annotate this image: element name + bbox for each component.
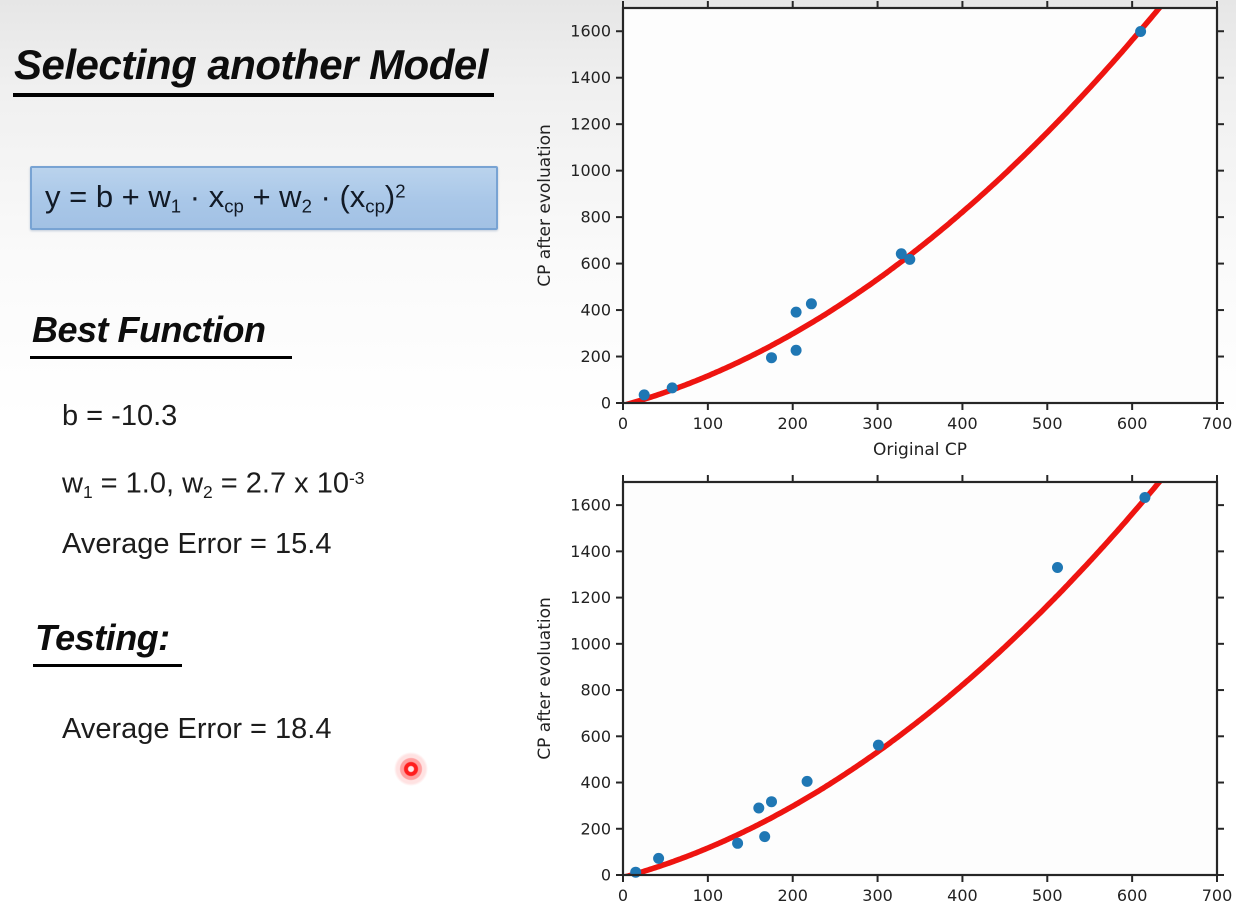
fit-curve	[623, 8, 1163, 403]
svg-text:200: 200	[580, 347, 611, 366]
axes-ticks	[616, 1, 1224, 410]
tick-labels: 0 100 200 300 400 500 600 700 0 200 400 600 800 1000 1…	[570, 22, 1232, 433]
svg-text:800: 800	[580, 681, 611, 700]
svg-text:600: 600	[580, 254, 611, 273]
svg-text:0: 0	[601, 394, 611, 413]
svg-text:200: 200	[777, 414, 808, 433]
svg-text:500: 500	[1032, 886, 1063, 905]
svg-text:600: 600	[580, 727, 611, 746]
laser-pointer-dot	[392, 750, 430, 788]
model-formula-box: y = b + w1 · xcp + w2 · (xcp)2	[30, 166, 498, 230]
svg-text:600: 600	[1117, 414, 1148, 433]
x-axis-label: Original CP	[873, 440, 967, 460]
weights-value: w1 = 1.0, w2 = 2.7 x 10-3	[62, 467, 365, 502]
svg-text:1600: 1600	[570, 22, 611, 41]
best-function-heading: Best Function	[30, 310, 292, 359]
svg-text:400: 400	[580, 301, 611, 320]
svg-text:1200: 1200	[570, 115, 611, 134]
data-points	[638, 26, 1147, 401]
svg-text:1000: 1000	[570, 161, 611, 180]
svg-text:500: 500	[1032, 414, 1063, 433]
svg-text:700: 700	[1202, 414, 1233, 433]
svg-text:1000: 1000	[570, 634, 611, 653]
svg-text:400: 400	[580, 773, 611, 792]
y-axis-label: CP after evoluation	[535, 597, 555, 760]
testing-average-error: Average Error = 18.4	[62, 713, 332, 745]
svg-text:300: 300	[862, 414, 893, 433]
cp-scatter-bottom-chart: 0 100 200 300 400 500 600 700 0 200 400 600 800 1000 1…	[535, 475, 1232, 905]
svg-text:1400: 1400	[570, 68, 611, 87]
training-average-error: Average Error = 15.4	[62, 528, 332, 560]
testing-heading: Testing:	[33, 618, 182, 667]
svg-text:300: 300	[862, 886, 893, 905]
axes-ticks	[616, 475, 1224, 882]
svg-text:200: 200	[777, 886, 808, 905]
slide-title: Selecting another Model	[13, 42, 494, 97]
model-formula: y = b + w1 · xcp + w2 · (xcp)2	[45, 178, 406, 217]
svg-text:400: 400	[947, 886, 978, 905]
svg-text:0: 0	[618, 414, 628, 433]
svg-text:600: 600	[1117, 886, 1148, 905]
tick-labels: 0 100 200 300 400 500 600 700 0 200 400 600 800 1000 1…	[570, 496, 1232, 905]
svg-text:1600: 1600	[570, 496, 611, 515]
y-axis-label: CP after evoluation	[535, 124, 555, 287]
cp-scatter-top-chart: 0 100 200 300 400 500 600 700 0 200 400 600 800 1000 1…	[535, 1, 1232, 460]
svg-text:700: 700	[1202, 886, 1233, 905]
svg-text:1400: 1400	[570, 542, 611, 561]
svg-text:400: 400	[947, 414, 978, 433]
svg-text:0: 0	[601, 866, 611, 885]
svg-text:100: 100	[693, 886, 724, 905]
svg-text:800: 800	[580, 208, 611, 227]
svg-text:0: 0	[618, 886, 628, 905]
svg-text:200: 200	[580, 819, 611, 838]
data-points	[630, 492, 1151, 878]
svg-text:100: 100	[693, 414, 724, 433]
fit-curve	[623, 482, 1163, 875]
bias-value: b = -10.3	[62, 400, 178, 432]
svg-text:1200: 1200	[570, 588, 611, 607]
